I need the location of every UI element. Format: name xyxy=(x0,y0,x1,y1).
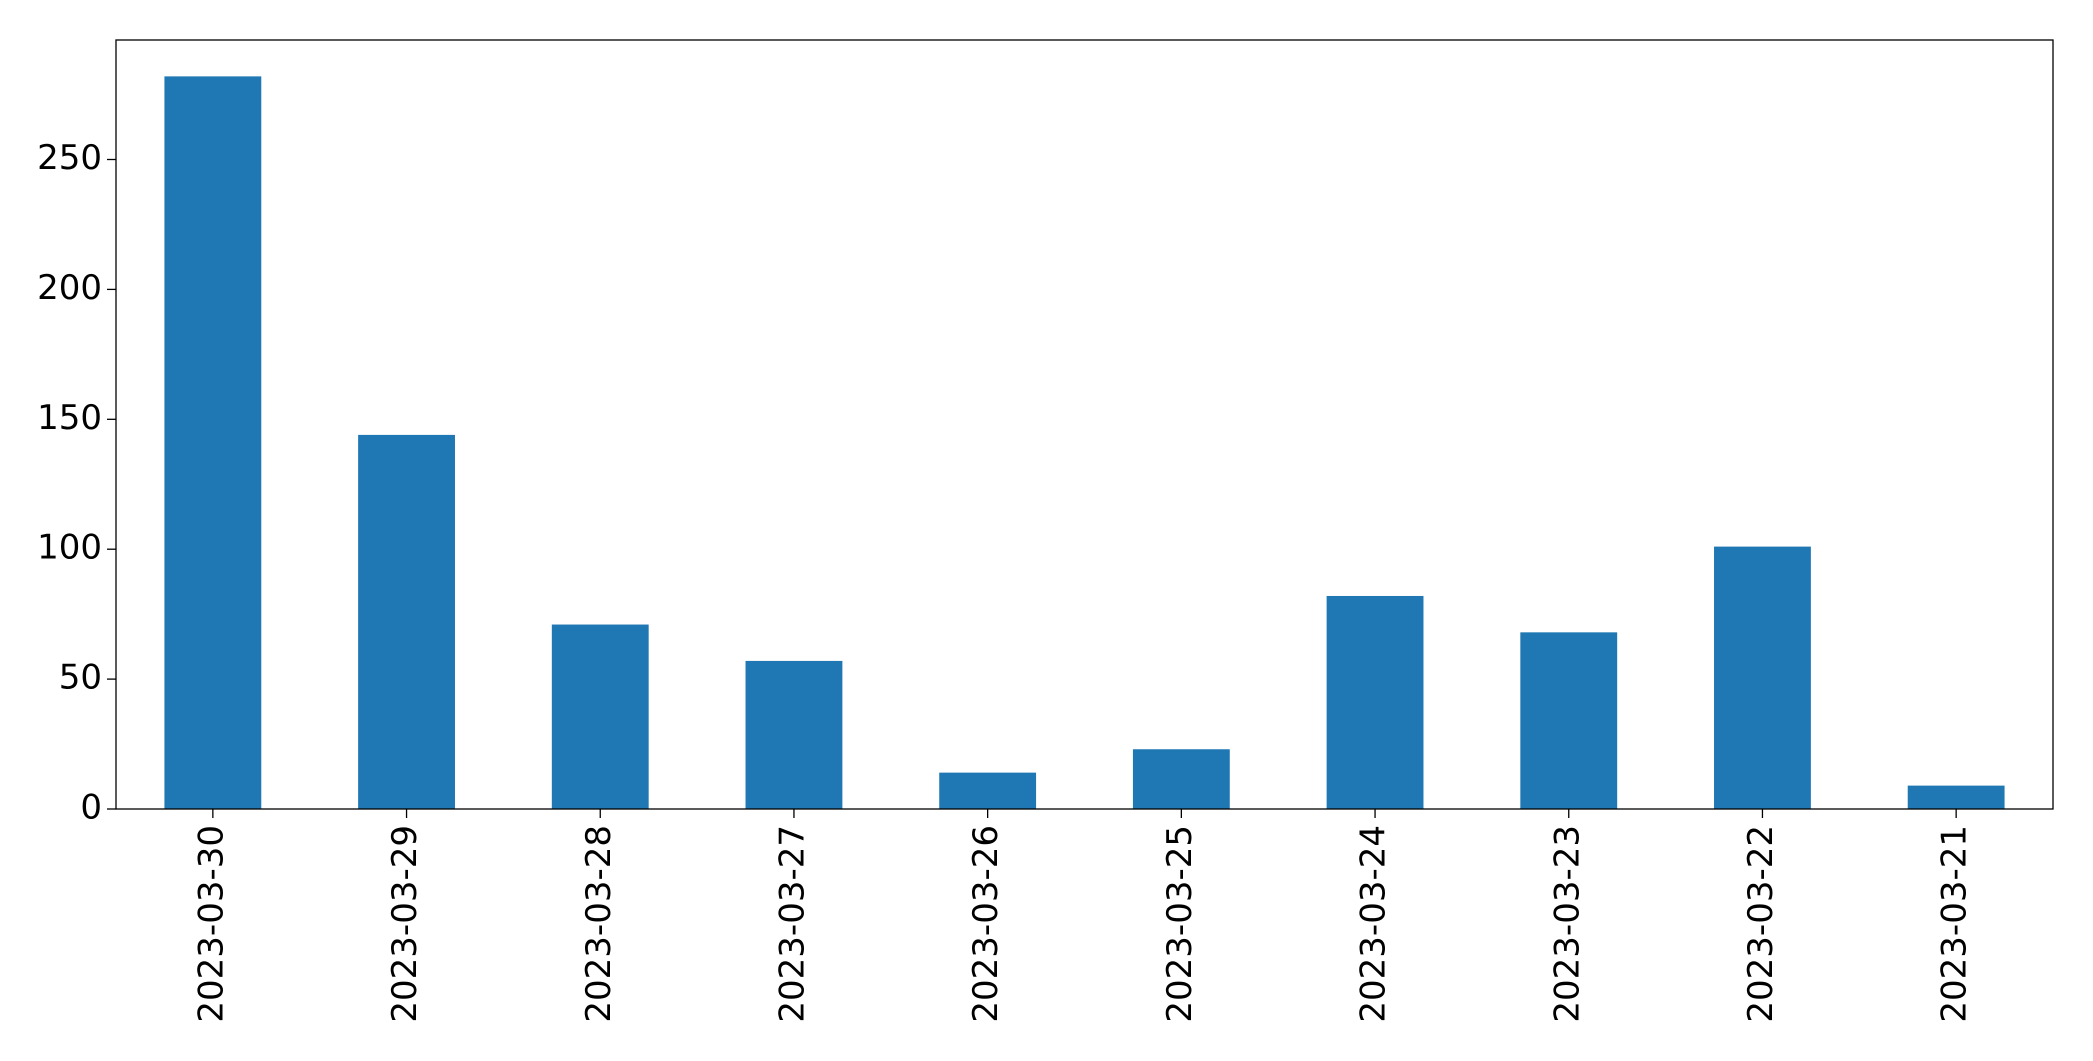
bar xyxy=(1907,785,2005,809)
x-tick-label: 2023-03-30 xyxy=(191,825,231,1023)
bar xyxy=(358,434,455,809)
x-tick-label: 2023-03-29 xyxy=(385,825,425,1023)
bar xyxy=(551,624,649,809)
bar xyxy=(1326,595,1424,809)
x-tick-label: 2023-03-23 xyxy=(1547,825,1587,1023)
bar xyxy=(939,772,1037,809)
bar xyxy=(1132,749,1230,809)
x-tick-label: 2023-03-28 xyxy=(579,825,619,1023)
x-tick-label: 2023-03-21 xyxy=(1935,825,1975,1023)
x-tick-label: 2023-03-22 xyxy=(1741,825,1781,1023)
x-tick-label: 2023-03-26 xyxy=(966,825,1006,1023)
x-tick-label: 2023-03-24 xyxy=(1354,825,1394,1023)
bar xyxy=(164,76,262,809)
y-tick-label: 200 xyxy=(37,268,102,308)
y-tick-label: 150 xyxy=(37,398,102,438)
y-tick-label: 0 xyxy=(80,788,102,828)
x-tick-label: 2023-03-25 xyxy=(1160,825,1200,1023)
y-tick-label: 50 xyxy=(59,658,102,698)
x-tick-label: 2023-03-27 xyxy=(772,825,812,1023)
bar xyxy=(745,660,843,809)
bar xyxy=(1520,632,1618,809)
y-tick-label: 250 xyxy=(37,138,102,178)
y-tick-label: 100 xyxy=(37,528,102,568)
bar xyxy=(1714,546,1811,809)
axes-frame xyxy=(115,39,2054,810)
